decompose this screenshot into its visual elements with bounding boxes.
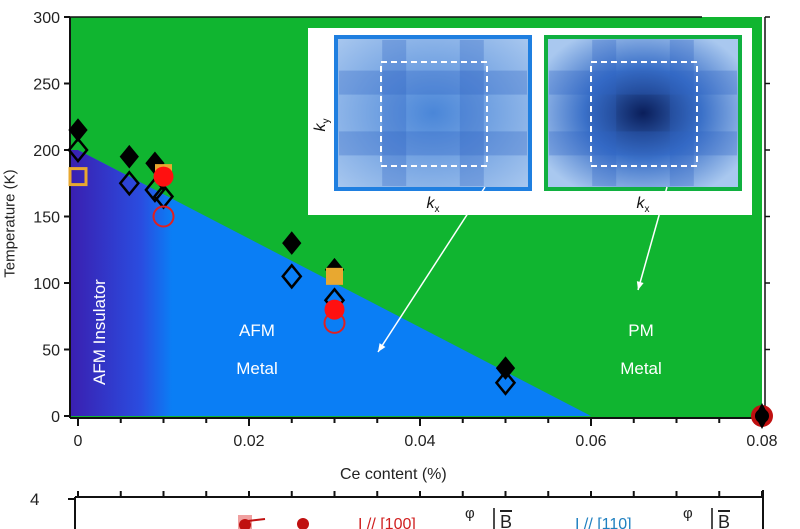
data-point-diamond-open: [118, 170, 140, 197]
arrowhead: [636, 281, 644, 290]
y-axis-label: Temperature (K): [1, 169, 19, 278]
data-point-diamond-filled: [68, 118, 88, 142]
inset-arrow: [377, 186, 486, 353]
data-point-diamond-filled: [282, 231, 302, 255]
x-tick-label: 0: [74, 433, 83, 450]
inset-stripe: [669, 40, 694, 186]
inset-stripe: [549, 131, 737, 156]
data-point-square-filled: [326, 267, 343, 285]
data-point-circle-open: [152, 205, 175, 228]
region-afm-insulator: [70, 150, 173, 416]
x-tick-label: 0.02: [233, 433, 264, 450]
data-point-diamond-filled: [119, 144, 139, 169]
region-label-afm-insulator: AFM Insulator: [90, 279, 109, 385]
data-point-circle-filled: [324, 299, 345, 320]
y-tick-label: 300: [33, 10, 60, 27]
subscript: x: [435, 204, 440, 215]
lower-y-tick-label: 4: [30, 490, 40, 509]
y-tick-label: 150: [33, 210, 60, 227]
region-label-line: Metal: [236, 359, 278, 378]
phi-symbol-1: φ: [465, 505, 475, 522]
label-i-110: I // [110]: [575, 516, 632, 529]
inset-dashed-box: [590, 61, 698, 167]
inset-stripe: [549, 70, 737, 95]
x-tick-label: 0.04: [404, 433, 435, 450]
data-point-diamond-open: [67, 137, 89, 163]
x-tick-label: 0.08: [746, 433, 777, 450]
field-label-2: B: [718, 510, 731, 529]
label-i-100: I // [100]: [358, 516, 416, 529]
arrowhead: [378, 343, 386, 352]
inset-stripe: [459, 40, 484, 186]
data-point-diamond-open: [152, 183, 175, 210]
y-tick-label: 100: [33, 276, 60, 293]
inset-dashed-box: [380, 61, 488, 167]
lower-data-line: [247, 518, 266, 522]
region-label-line: Metal: [620, 359, 662, 378]
region-label-line: PM: [628, 321, 654, 340]
x-tick-label: 0.06: [575, 433, 606, 450]
inset-stripe: [592, 40, 617, 186]
y-tick-label: 50: [42, 343, 60, 360]
field-label-1: B: [500, 510, 513, 529]
data-point-circle-filled: [153, 166, 174, 187]
inset-stripe: [339, 70, 527, 95]
x-axis-label: Ce content (%): [340, 466, 447, 483]
lower-data-point: [297, 518, 309, 529]
data-point-square-open: [68, 167, 88, 187]
subscript: x: [645, 204, 650, 215]
subscript: y: [321, 119, 332, 124]
y-tick-label: 0: [51, 409, 60, 426]
region-label-line: AFM: [239, 321, 275, 340]
data-point-core: [755, 409, 769, 423]
inset-stripe: [382, 40, 407, 186]
data-point-diamond-filled: [495, 356, 516, 380]
inset-arrow: [637, 186, 668, 291]
data-point-diamond-open: [281, 263, 303, 290]
inset-stripe: [339, 131, 527, 156]
lower-data-point: [239, 519, 251, 529]
phi-symbol-2: φ: [683, 505, 693, 522]
y-tick-label: 250: [33, 77, 60, 94]
data-point-diamond-open: [494, 369, 517, 396]
y-tick-label: 200: [33, 143, 60, 160]
